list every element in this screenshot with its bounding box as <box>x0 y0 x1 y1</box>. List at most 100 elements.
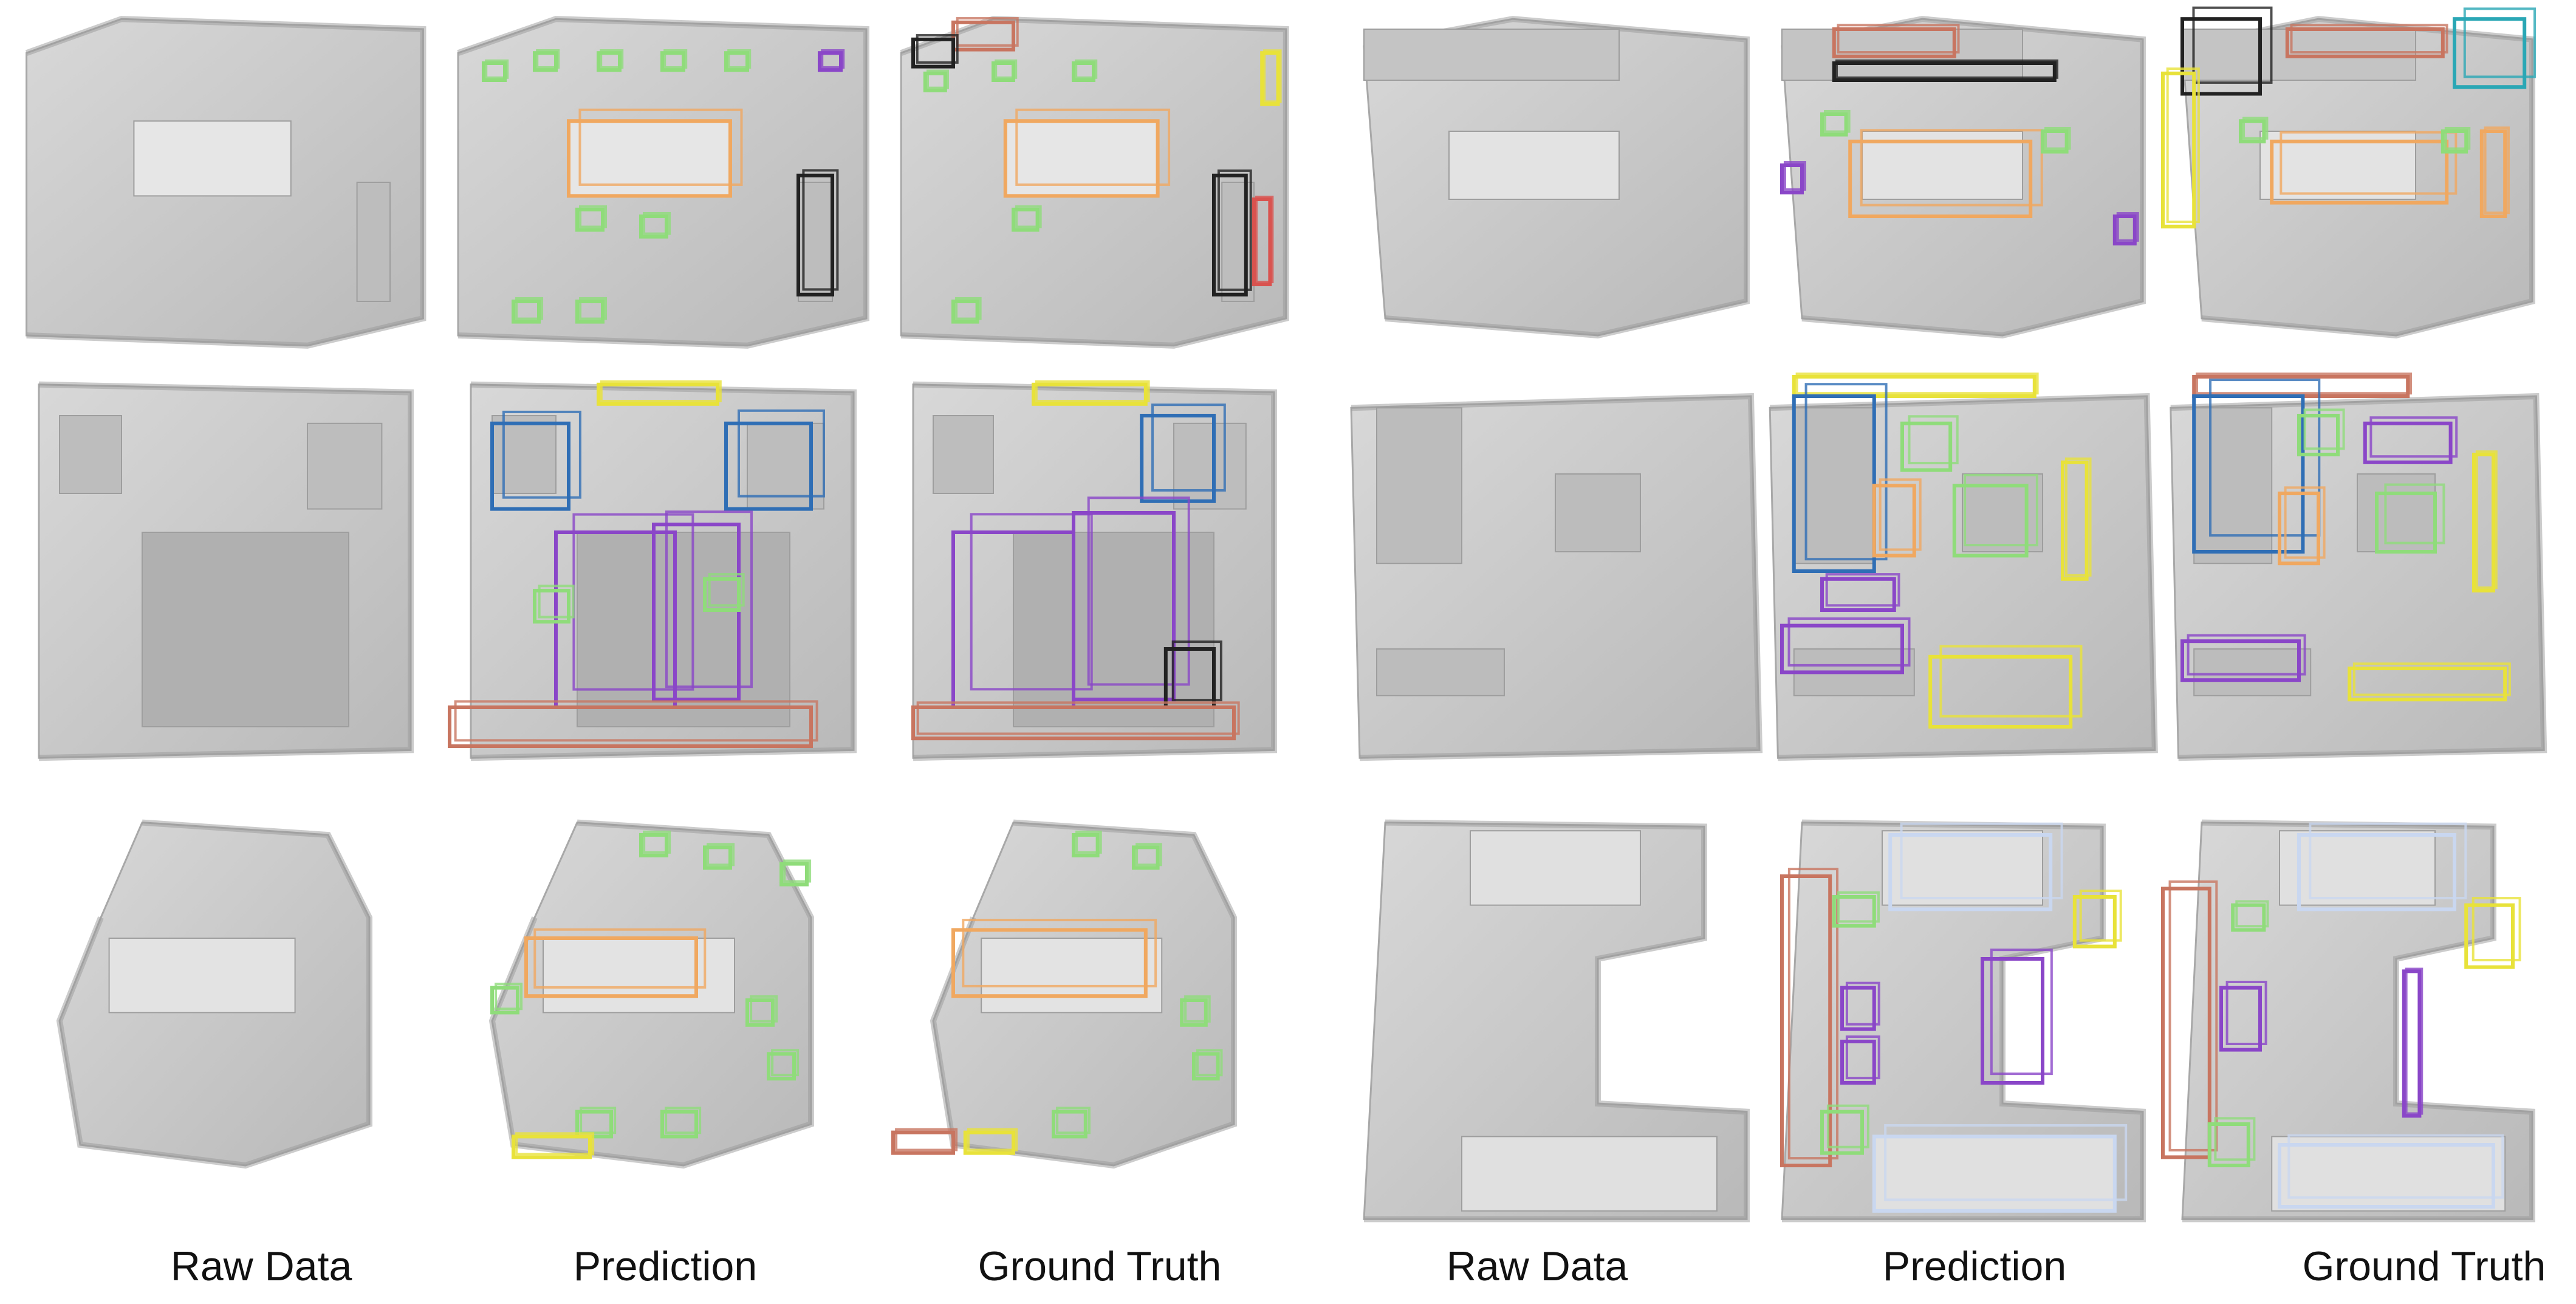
bbox-chair <box>2239 119 2266 143</box>
room-walls <box>1364 819 1750 1223</box>
bbox-sofa-back <box>1804 383 1888 561</box>
bbox-chair-back <box>1075 830 1102 854</box>
bbox-shelf <box>2453 17 2527 89</box>
furniture <box>1448 131 1620 200</box>
bbox-bed-back <box>1783 161 1806 191</box>
bbox-chair <box>951 300 979 324</box>
bbox-table <box>2479 129 2507 218</box>
bbox-sofa <box>2192 394 2305 554</box>
room-walls <box>25 16 426 349</box>
bbox-chair-back <box>995 59 1018 79</box>
bbox-chair-back <box>2235 900 2269 928</box>
bbox-window-back <box>1795 372 2039 395</box>
bbox-bed-back <box>821 49 845 69</box>
bbox-window <box>2061 460 2089 581</box>
bbox-chair-back <box>2044 126 2071 150</box>
bbox-window-back <box>2079 890 2122 942</box>
bbox-sofa-back <box>2209 379 2321 537</box>
bbox-chair <box>767 1052 796 1081</box>
bbox-chair-back <box>708 573 745 607</box>
bbox-chair <box>2207 1122 2250 1167</box>
caption-raw-data-left: Raw Data <box>170 1243 352 1289</box>
bbox-chair-back <box>579 297 608 320</box>
furniture <box>108 938 296 1014</box>
scene-panel-r0-c3 <box>1363 16 1750 339</box>
bbox-chair-back <box>2242 117 2269 140</box>
bbox-chair-back <box>643 211 671 235</box>
bbox-chair-back <box>1964 473 2038 547</box>
bbox-table-back <box>1860 129 2043 207</box>
bbox-shelf-back <box>2463 7 2537 78</box>
bbox-table <box>567 119 732 198</box>
scene-panel-r1-c2 <box>911 380 1277 761</box>
bbox-cabinet-back <box>1171 640 1222 702</box>
bbox-chair <box>1072 833 1100 857</box>
furniture <box>59 415 122 494</box>
bbox-table-back <box>533 928 707 989</box>
bbox-bookshelf-back <box>2290 24 2448 54</box>
bbox-bed-back <box>1087 496 1190 686</box>
furniture <box>933 415 994 494</box>
room-walls <box>900 16 1289 349</box>
bbox-chair <box>482 61 507 82</box>
furniture <box>1376 648 1505 696</box>
furniture <box>1470 830 1641 906</box>
bbox-window <box>1928 654 2073 729</box>
bbox-window <box>1032 382 1148 406</box>
bbox-bed-back <box>2225 981 2267 1045</box>
furniture <box>307 422 383 510</box>
bbox-chair-back <box>783 859 812 883</box>
bbox-chair-back <box>955 297 982 320</box>
bbox-bookshelf-back <box>895 1128 958 1151</box>
room-walls <box>470 381 857 761</box>
bbox-chair <box>1820 1110 1864 1155</box>
bbox-chair <box>1820 112 1848 137</box>
bbox-chair-back <box>1826 1104 1869 1148</box>
bbox-bookshelf-back <box>956 17 1019 47</box>
bbox-chair <box>1012 207 1040 232</box>
bbox-window <box>512 1134 592 1159</box>
bbox-chair <box>490 986 519 1015</box>
furniture <box>577 532 790 727</box>
bbox-chair <box>2441 129 2468 154</box>
scene-panel-r0-c5 <box>2161 6 2537 339</box>
scene-panel-r2-c0 <box>56 819 372 1169</box>
room-walls <box>1351 393 1763 761</box>
furniture <box>2193 648 2312 696</box>
bbox-window-back <box>967 1128 1018 1151</box>
bbox-bed-back <box>2187 634 2306 676</box>
bbox-table <box>1003 119 1160 198</box>
bbox-window <box>2472 453 2495 592</box>
bbox-table <box>2270 139 2449 205</box>
bbox-bookshelf <box>448 705 813 748</box>
scene-panel-r1-c3 <box>1350 393 1763 761</box>
bbox-chair-back <box>665 1107 702 1134</box>
bbox-table-back <box>1015 108 1171 186</box>
bbox-bed <box>1840 986 1876 1031</box>
room-walls <box>56 819 372 1169</box>
bbox-cabinet <box>2180 17 2262 96</box>
bbox-bed <box>1780 163 1804 194</box>
bbox-chair-back <box>538 585 575 619</box>
furniture <box>1555 473 1641 552</box>
room-walls <box>38 381 414 761</box>
bbox-chair <box>660 51 685 72</box>
bbox-chair <box>597 51 622 72</box>
bbox-chair-back <box>663 49 688 69</box>
bbox-window-back <box>1939 645 2083 718</box>
furniture <box>1221 182 1255 302</box>
bbox-counter <box>2297 833 2456 911</box>
bbox-window-back <box>2064 457 2092 577</box>
bbox-chair-back <box>1015 205 1042 228</box>
bbox-chair <box>533 51 558 72</box>
furniture <box>1882 830 2043 906</box>
bbox-chair <box>575 300 605 324</box>
bbox-bookshelf-back <box>1787 868 1839 1160</box>
room-walls <box>457 16 869 349</box>
scene-panel-r2-c3 <box>1363 819 1750 1223</box>
scene-panel-r1-c0 <box>38 381 414 761</box>
bbox-counter <box>1872 1134 2117 1213</box>
bbox-chair-back <box>727 49 752 69</box>
bbox-table-back <box>2284 486 2326 559</box>
